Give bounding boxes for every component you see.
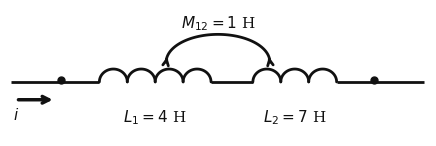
- Text: $L_2 = 7$ H: $L_2 = 7$ H: [263, 109, 327, 127]
- Text: $L_1 = 4$ H: $L_1 = 4$ H: [123, 109, 187, 127]
- Text: $M_{12} = 1$ H: $M_{12} = 1$ H: [181, 15, 255, 33]
- Text: $i$: $i$: [13, 107, 19, 123]
